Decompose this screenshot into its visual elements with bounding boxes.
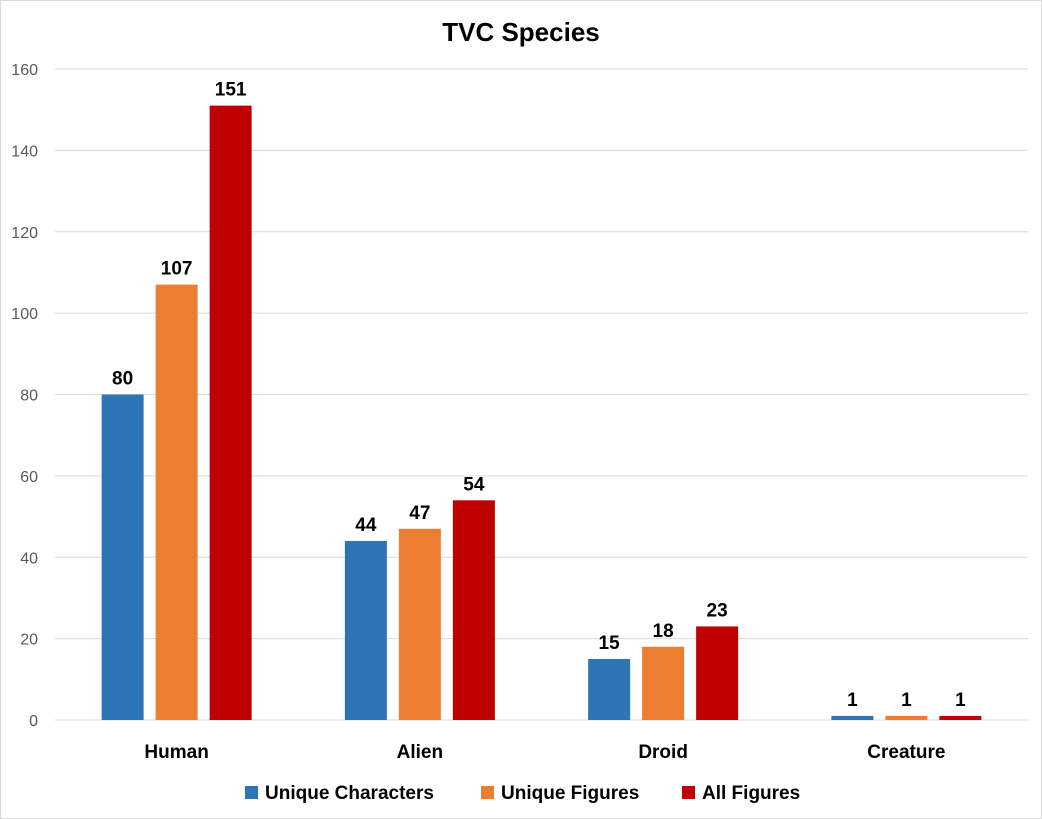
legend-item: Unique Characters — [245, 783, 434, 804]
y-axis-ticks: 0 20 40 60 80 100 120 140 160 — [11, 62, 38, 730]
y-tick-label: 20 — [20, 632, 38, 649]
data-label: 47 — [409, 503, 430, 524]
legend-swatch — [481, 786, 494, 799]
data-label: 1 — [901, 690, 912, 711]
category-label: Human — [144, 742, 208, 763]
data-label: 18 — [653, 621, 674, 642]
gridlines — [55, 68, 1028, 721]
data-label: 80 — [112, 369, 133, 390]
data-label: 15 — [599, 633, 621, 654]
bar-unique-figures — [885, 715, 928, 720]
data-label: 44 — [355, 515, 377, 536]
data-label: 151 — [215, 80, 247, 101]
bar-unique-figures — [155, 284, 198, 720]
bar-unique-characters — [344, 540, 387, 720]
bar-all-figures — [696, 626, 739, 720]
legend: Unique Characters Unique Figures All Figur… — [245, 783, 800, 804]
y-tick-label: 80 — [20, 388, 38, 405]
data-label: 23 — [707, 600, 728, 621]
legend-label: Unique Characters — [265, 783, 434, 804]
bar-unique-characters — [831, 715, 874, 720]
y-tick-label: 0 — [29, 713, 38, 730]
y-tick-label: 40 — [20, 550, 38, 567]
x-axis-categories: Human Alien Droid Creature — [144, 742, 945, 763]
y-tick-label: 140 — [11, 143, 38, 160]
chart-title: TVC Species — [442, 17, 600, 47]
bar-unique-figures — [642, 646, 685, 720]
legend-label: All Figures — [702, 783, 800, 804]
y-tick-label: 100 — [11, 306, 38, 323]
category-label: Alien — [397, 742, 443, 763]
bar-all-figures — [209, 105, 252, 720]
legend-item: Unique Figures — [481, 783, 639, 804]
legend-item: All Figures — [682, 783, 800, 804]
data-labels: 80 107 151 44 47 54 15 18 23 1 1 1 — [112, 80, 966, 711]
data-label: 1 — [955, 690, 966, 711]
y-tick-label: 160 — [11, 62, 38, 79]
data-label: 1 — [847, 690, 858, 711]
legend-swatch — [245, 786, 258, 799]
bar-all-figures — [452, 500, 495, 720]
bars — [101, 105, 982, 720]
y-tick-label: 120 — [11, 225, 38, 242]
bar-unique-characters — [588, 658, 631, 720]
bar-all-figures — [939, 715, 982, 720]
category-label: Creature — [867, 742, 945, 763]
legend-label: Unique Figures — [501, 783, 639, 804]
bar-unique-figures — [398, 528, 441, 720]
legend-swatch — [682, 786, 695, 799]
bar-unique-characters — [101, 394, 144, 720]
data-label: 107 — [161, 259, 193, 280]
category-label: Droid — [638, 742, 688, 763]
data-label: 54 — [463, 474, 485, 495]
y-tick-label: 60 — [20, 469, 38, 486]
